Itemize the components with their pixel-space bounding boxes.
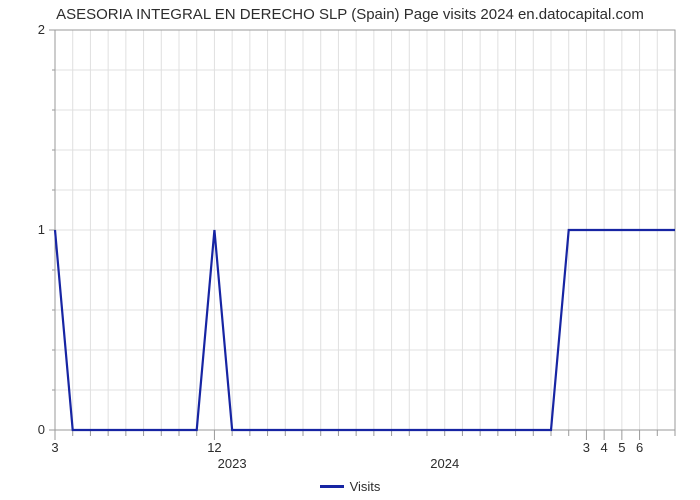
legend-label: Visits: [350, 479, 381, 494]
legend-swatch: [320, 485, 344, 488]
svg-text:2024: 2024: [430, 456, 459, 471]
svg-text:1: 1: [38, 222, 45, 237]
svg-text:4: 4: [601, 440, 608, 455]
svg-text:2023: 2023: [218, 456, 247, 471]
svg-text:0: 0: [38, 422, 45, 437]
legend: Visits: [0, 475, 700, 494]
chart-container: ASESORIA INTEGRAL EN DERECHO SLP (Spain)…: [0, 0, 700, 500]
svg-text:3: 3: [51, 440, 58, 455]
svg-text:3: 3: [583, 440, 590, 455]
svg-text:2: 2: [38, 22, 45, 37]
chart-svg: 012312345620232024: [0, 0, 700, 500]
svg-text:12: 12: [207, 440, 221, 455]
svg-text:5: 5: [618, 440, 625, 455]
svg-text:6: 6: [636, 440, 643, 455]
